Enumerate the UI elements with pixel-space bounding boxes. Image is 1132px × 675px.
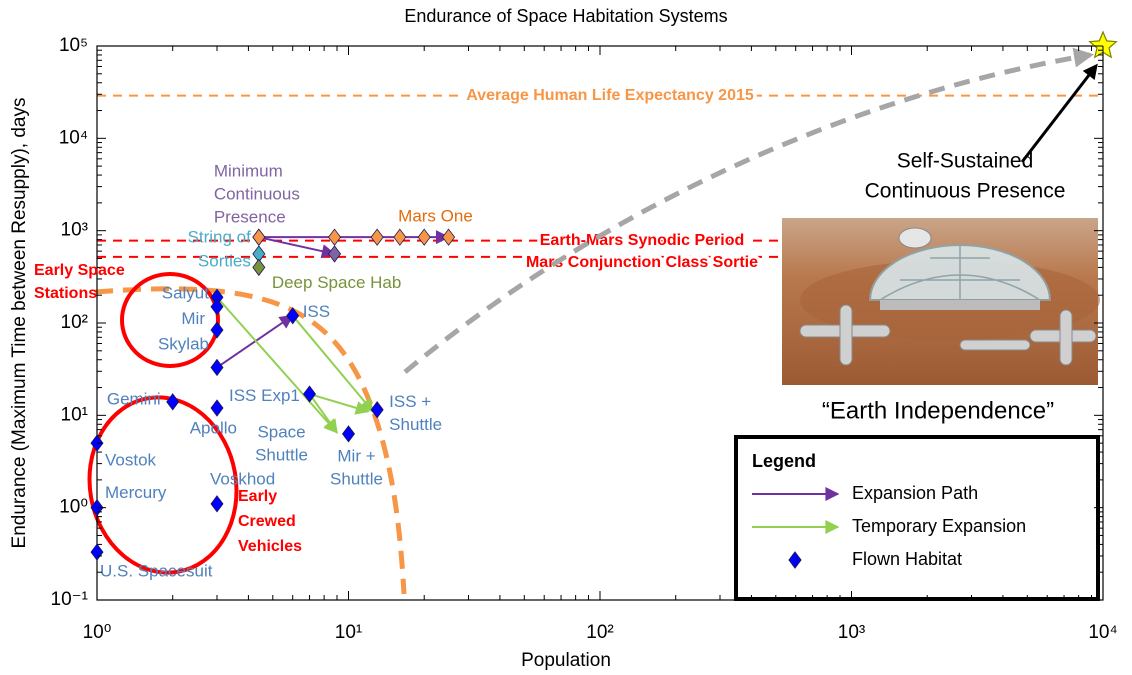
point-label: Self-Sustained — [897, 150, 1034, 173]
diamond-marker — [211, 322, 223, 338]
point-label: Shuttle — [255, 446, 308, 465]
point-label: Mercury — [105, 483, 167, 502]
point-label: Salyut — [162, 284, 210, 303]
y-tick-label: 10⁰ — [59, 497, 88, 518]
annotation: Vehicles — [238, 538, 302, 555]
y-tick-label: 10⁻¹ — [51, 589, 89, 610]
x-tick-label: 10³ — [838, 622, 865, 643]
y-axis-label: Endurance (Maximum Time between Resupply… — [9, 98, 30, 549]
diamond-marker — [371, 229, 383, 245]
reference-label: Mars Conjunction Class Sortie — [526, 254, 758, 271]
legend-label: Temporary Expansion — [852, 516, 1026, 536]
legend-title: Legend — [752, 451, 816, 471]
point-label: Gemini — [107, 389, 161, 408]
point-label: U.S. Spacesuit — [100, 562, 213, 581]
diamond-marker — [329, 246, 341, 262]
point-label: Presence — [214, 208, 286, 227]
point-label: Shuttle — [330, 469, 383, 488]
y-tick-label: 10² — [61, 312, 88, 333]
diamond-marker — [343, 426, 355, 442]
x-axis-label: Population — [521, 650, 611, 671]
point-label: Continuous — [214, 185, 300, 204]
diamond-marker — [253, 259, 265, 275]
point-label: Skylab — [158, 334, 209, 353]
habitat-image — [782, 218, 1100, 385]
x-tick-label: 10⁰ — [83, 622, 112, 643]
diamond-marker — [329, 229, 341, 245]
diamond-marker — [211, 359, 223, 375]
callout-arrow — [1022, 66, 1096, 162]
point-label: ISS Exp1 — [229, 386, 300, 405]
diamond-marker — [211, 496, 223, 512]
x-tick-label: 10⁴ — [1088, 622, 1117, 643]
arrow — [217, 316, 293, 368]
annotation: “Earth Independence” — [822, 397, 1054, 424]
point-label: Apollo — [190, 419, 237, 438]
point-label: Deep Space Hab — [272, 273, 401, 292]
point-label: Minimum — [214, 162, 283, 181]
y-tick-label: 10¹ — [61, 404, 88, 425]
diamond-marker — [91, 544, 103, 560]
diamond-marker — [443, 229, 455, 245]
reference-label: Average Human Life Expectancy 2015 — [466, 87, 754, 104]
arrow — [310, 394, 337, 433]
annotation: Stations — [34, 285, 97, 302]
chart: Endurance of Space Habitation Systems Po… — [0, 0, 1132, 675]
x-tick-label: 10¹ — [335, 622, 362, 643]
annotation: Crewed — [238, 513, 296, 530]
diamond-marker — [211, 400, 223, 416]
point-label: Shuttle — [389, 415, 442, 434]
annotation: Early Space — [34, 262, 125, 279]
point-label: Space — [257, 423, 305, 442]
diamond-marker — [394, 229, 406, 245]
point-label: String of — [188, 227, 252, 246]
reference-label: Earth-Mars Synodic Period — [540, 232, 745, 249]
y-tick-label: 10⁴ — [59, 127, 88, 148]
legend-label: Expansion Path — [852, 483, 978, 503]
point-label: Sorties — [198, 251, 251, 270]
y-tick-label: 10⁵ — [59, 35, 88, 56]
x-tick-label: 10² — [586, 622, 613, 643]
legend-label: Flown Habitat — [852, 549, 962, 569]
point-label: Mir — [181, 309, 205, 328]
point-label: Vostok — [105, 451, 157, 470]
point-label: Mars One — [398, 207, 473, 226]
point-label: ISS — [303, 302, 330, 321]
chart-title: Endurance of Space Habitation Systems — [404, 6, 727, 26]
point-label: ISS + — [389, 392, 431, 411]
diamond-marker — [418, 229, 430, 245]
y-tick-label: 10³ — [61, 220, 88, 241]
diamond-marker — [253, 229, 265, 245]
point-label: Voskhod — [210, 469, 275, 488]
point-label: Continuous Presence — [865, 180, 1066, 203]
point-label: Mir + — [337, 446, 375, 465]
annotation: Early — [238, 488, 277, 505]
